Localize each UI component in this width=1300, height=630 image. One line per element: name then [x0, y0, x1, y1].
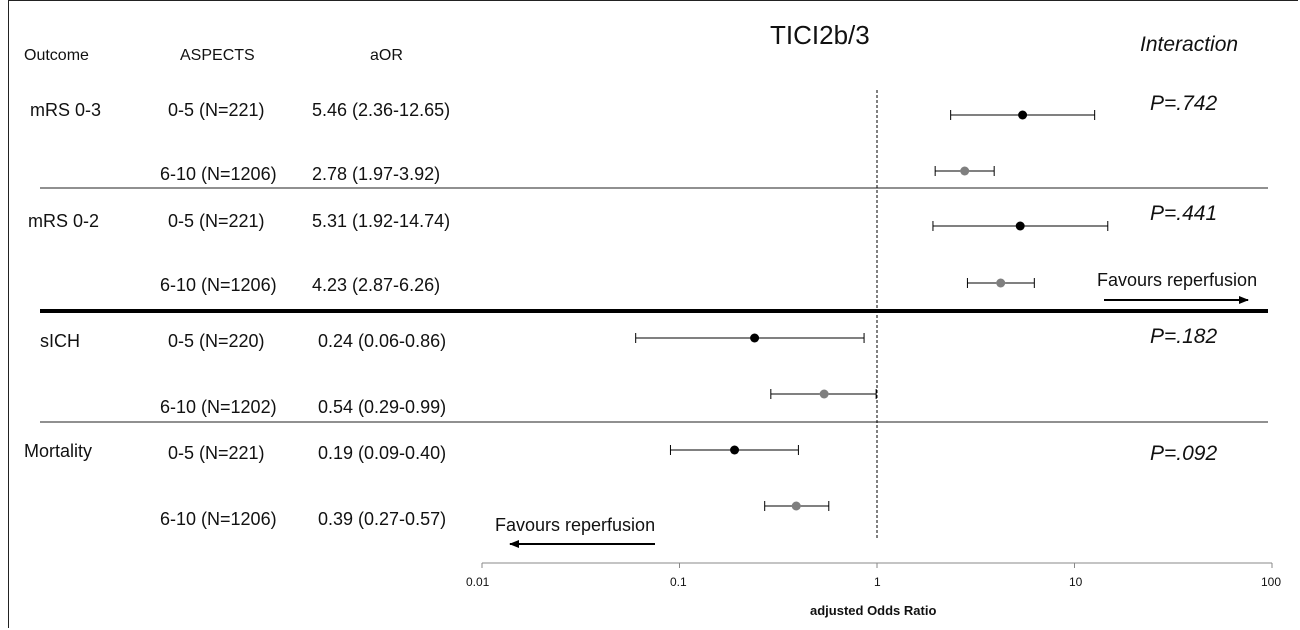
aor-value: 5.31 (1.92-14.74)	[312, 211, 451, 231]
point-estimate	[996, 278, 1006, 288]
aor-value: 0.24 (0.06-0.86)	[318, 331, 447, 351]
interaction-p-value: P=.441	[1150, 202, 1218, 225]
x-tick-label: 1	[874, 575, 881, 589]
aspects-label: 6-10 (N=1202)	[160, 397, 277, 417]
header-aor: aOR	[370, 47, 403, 64]
point-estimate	[1015, 221, 1025, 231]
x-tick-label: 10	[1069, 575, 1083, 589]
point-estimate	[819, 389, 829, 399]
interaction-p-value: P=.092	[1150, 442, 1218, 465]
aspects-label: 6-10 (N=1206)	[160, 164, 277, 184]
aspects-label: 6-10 (N=1206)	[160, 509, 277, 529]
aor-value: 0.54 (0.29-0.99)	[318, 397, 447, 417]
aor-value: 5.46 (2.36-12.65)	[312, 100, 451, 120]
x-tick-label: 0.01	[466, 575, 490, 589]
header-aspects: ASPECTS	[180, 47, 255, 64]
figure-border	[8, 0, 1298, 628]
interaction-p-value: P=.182	[1150, 325, 1218, 348]
aspects-label: 6-10 (N=1206)	[160, 275, 277, 295]
interaction-header: Interaction	[1140, 33, 1239, 56]
outcome-label: mRS 0-3	[30, 100, 102, 120]
x-axis-title: adjusted Odds Ratio	[810, 603, 937, 618]
aor-value: 2.78 (1.97-3.92)	[312, 164, 441, 184]
aor-value: 0.19 (0.09-0.40)	[318, 443, 447, 463]
interaction-p-value: P=.742	[1150, 92, 1218, 115]
favours-left-label: Favours reperfusion	[495, 515, 656, 535]
aspects-label: 0-5 (N=220)	[168, 331, 265, 351]
point-estimate	[791, 501, 801, 511]
favours-right-label: Favours reperfusion	[1097, 270, 1258, 290]
aspects-label: 0-5 (N=221)	[168, 211, 265, 231]
aspects-label: 0-5 (N=221)	[168, 443, 265, 463]
aspects-label: 0-5 (N=221)	[168, 100, 265, 120]
x-tick-label: 0.1	[670, 575, 687, 589]
point-estimate	[730, 445, 740, 455]
outcome-label: sICH	[40, 331, 80, 351]
aor-value: 4.23 (2.87-6.26)	[312, 275, 441, 295]
outcome-label: mRS 0-2	[28, 211, 100, 231]
point-estimate	[750, 333, 760, 343]
outcome-label: Mortality	[24, 441, 93, 461]
aor-value: 0.39 (0.27-0.57)	[318, 509, 447, 529]
x-tick-label: 100	[1261, 575, 1282, 589]
point-estimate	[960, 166, 970, 176]
header-outcome: Outcome	[24, 47, 89, 64]
point-estimate	[1018, 110, 1028, 120]
chart-title: TICI2b/3	[770, 20, 870, 50]
